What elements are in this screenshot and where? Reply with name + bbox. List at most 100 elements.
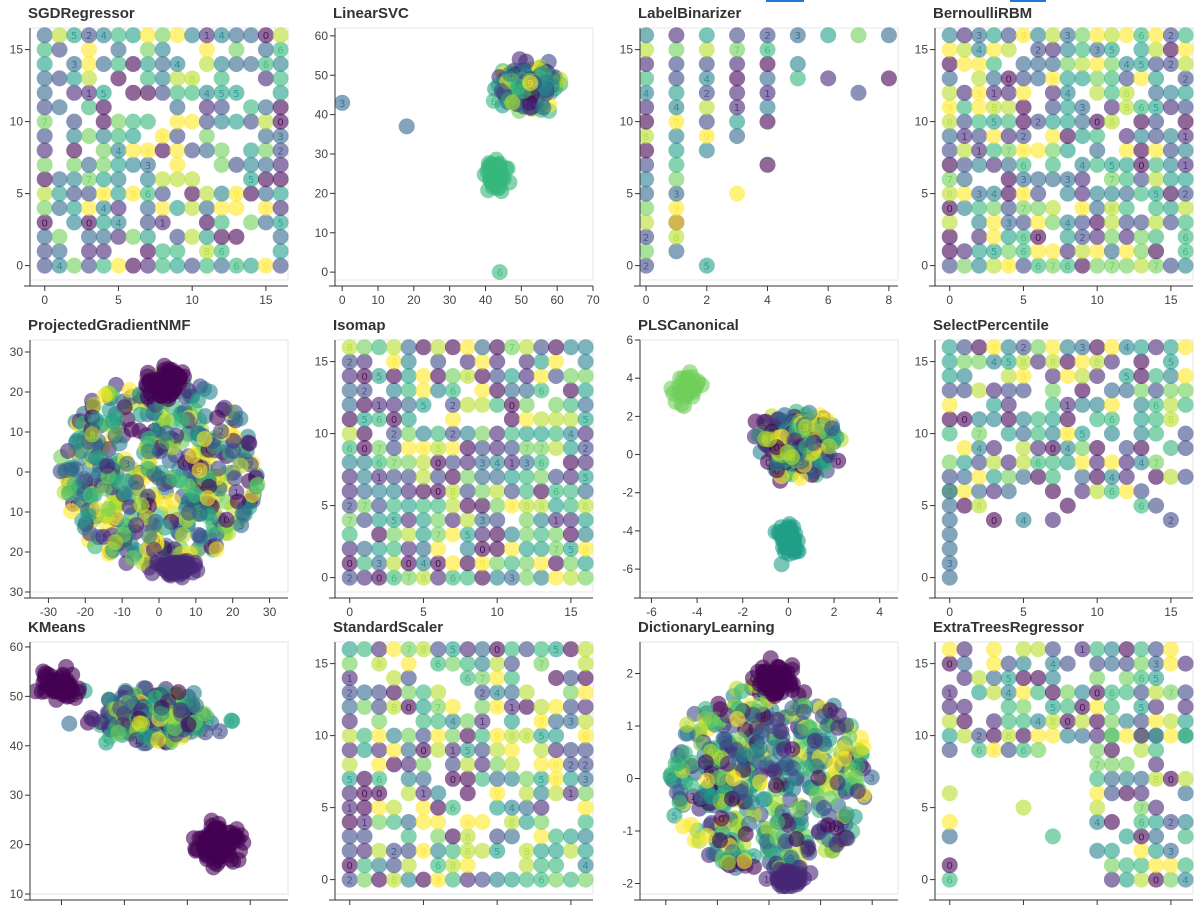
data-point-marker <box>342 469 358 485</box>
data-point-label: 9 <box>673 204 679 215</box>
data-point <box>519 469 535 485</box>
data-point <box>504 526 520 542</box>
data-point-marker <box>111 70 127 86</box>
data-point-marker <box>790 70 806 86</box>
data-point: 6 <box>1133 27 1149 43</box>
data-point <box>533 483 549 499</box>
data-point-marker <box>548 426 564 442</box>
data-point-label: 5 <box>568 545 574 556</box>
data-point <box>1119 142 1135 158</box>
data-point <box>548 411 564 427</box>
data-point: 4 <box>1060 214 1076 230</box>
y-tick-label: 5 <box>626 187 633 201</box>
data-point-marker <box>37 243 53 259</box>
data-point <box>445 512 461 528</box>
data-point: 0 <box>81 214 97 230</box>
data-point <box>729 56 745 72</box>
data-point-marker <box>155 186 171 202</box>
data-point <box>111 171 127 187</box>
data-point: 6 <box>140 186 156 202</box>
x-tick-label: 60 <box>550 293 564 307</box>
data-point-marker <box>401 512 417 528</box>
data-point-marker <box>52 70 68 86</box>
data-point-marker <box>140 243 156 259</box>
data-point-marker <box>942 214 958 230</box>
data-point-marker <box>761 431 777 447</box>
data-point <box>519 397 535 413</box>
data-point-marker <box>52 27 68 43</box>
data-point-label: 7 <box>734 46 740 57</box>
data-point: 6 <box>1016 157 1032 173</box>
data-point <box>235 505 251 521</box>
data-point <box>1060 229 1076 245</box>
data-point <box>519 354 535 370</box>
data-point-marker <box>1119 258 1135 274</box>
data-point: 3 <box>790 27 806 43</box>
data-point-label: 9 <box>145 146 151 157</box>
data-point <box>100 501 116 517</box>
data-point <box>445 498 461 514</box>
data-point <box>96 214 112 230</box>
data-point-marker <box>445 339 461 355</box>
data-point <box>1030 70 1046 86</box>
data-point-marker <box>489 541 505 557</box>
data-point <box>273 200 289 216</box>
data-point-marker <box>1133 70 1149 86</box>
data-point <box>342 411 358 427</box>
data-point-marker <box>1074 56 1090 72</box>
y-tick-label: 20 <box>10 545 24 559</box>
data-point <box>37 85 53 101</box>
data-point <box>430 498 446 514</box>
data-point <box>699 42 715 58</box>
data-point <box>243 258 259 274</box>
data-point <box>563 570 579 586</box>
scatter-points: 9113371780544690436258046179295892401614… <box>663 364 848 572</box>
data-point <box>1089 229 1105 245</box>
data-point-label: 6 <box>450 574 456 585</box>
data-point-marker <box>430 354 446 370</box>
data-point <box>140 70 156 86</box>
data-point-marker <box>37 142 53 158</box>
data-point-marker <box>401 397 417 413</box>
data-point-marker <box>258 42 274 58</box>
data-point <box>155 56 171 72</box>
data-point-marker <box>1133 243 1149 259</box>
data-point <box>401 469 417 485</box>
data-point-marker <box>668 85 684 101</box>
data-point-marker <box>81 157 97 173</box>
y-tick-label: 0 <box>16 259 23 273</box>
data-point <box>474 382 490 398</box>
data-point <box>273 70 289 86</box>
data-point <box>1030 171 1046 187</box>
data-point: 2 <box>1030 114 1046 130</box>
data-point: 2 <box>578 440 594 456</box>
data-point-label: 5 <box>991 118 997 129</box>
data-point-marker <box>399 118 415 134</box>
data-point-marker <box>111 27 127 43</box>
data-point-marker <box>445 512 461 528</box>
data-point-label: 1 <box>734 103 740 114</box>
data-point <box>386 368 402 384</box>
data-point <box>386 541 402 557</box>
data-point <box>258 70 274 86</box>
data-point <box>489 339 505 355</box>
data-point <box>942 229 958 245</box>
data-point-label: 0 <box>391 415 397 426</box>
data-point-marker <box>81 258 97 274</box>
data-point-marker <box>971 157 987 173</box>
data-point-label: 1 <box>961 132 967 143</box>
data-point-marker <box>140 229 156 245</box>
data-point-marker <box>52 243 68 259</box>
data-point <box>273 171 289 187</box>
data-point <box>474 570 490 586</box>
data-point-marker <box>1016 114 1032 130</box>
data-point <box>1119 157 1135 173</box>
data-point <box>519 541 535 557</box>
data-point-label: 0 <box>1006 74 1012 85</box>
data-point <box>228 200 244 216</box>
data-point <box>214 114 230 130</box>
data-point-marker <box>801 405 817 421</box>
data-point <box>132 407 148 423</box>
data-point: 7 <box>548 541 564 557</box>
